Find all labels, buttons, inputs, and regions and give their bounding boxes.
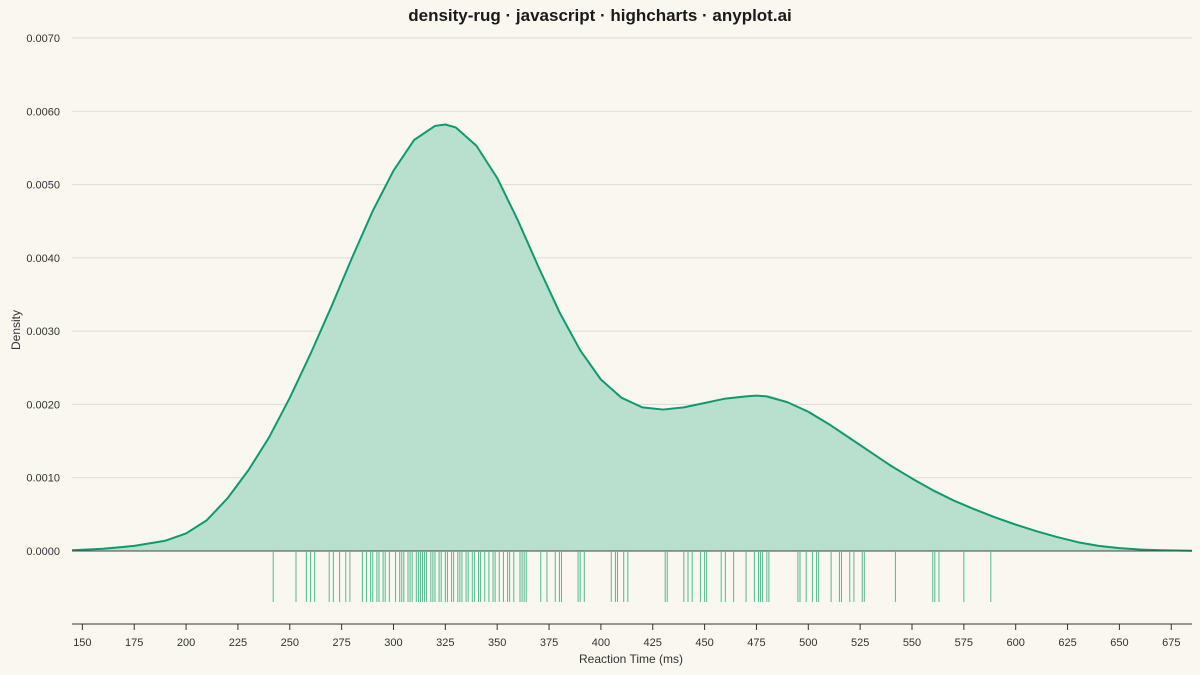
x-tick-label: 525: [851, 637, 869, 649]
x-tick-label: 225: [229, 637, 247, 649]
x-tick-label: 475: [747, 637, 765, 649]
density-curve: [71, 123, 1193, 552]
x-tick-label: 250: [281, 637, 299, 649]
y-axis-title: Density: [9, 310, 23, 350]
density-area-fill: [72, 124, 1192, 551]
y-tick-label: 0.0000: [26, 546, 60, 558]
y-tick-label: 0.0030: [26, 326, 60, 338]
chart-title: density-rug · javascript · highcharts · …: [408, 6, 792, 25]
y-tick-label: 0.0050: [26, 180, 60, 192]
x-tick-label: 500: [799, 637, 817, 649]
x-tick-label: 625: [1058, 637, 1076, 649]
x-axis: 150 175 200 225 250 275 300 325 350 375 400 425 450 4…: [72, 623, 1192, 649]
x-tick-label: 375: [540, 637, 558, 649]
x-tick-label: 175: [125, 637, 143, 649]
x-tick-label: 150: [73, 637, 91, 649]
y-tick-label: 0.0060: [26, 106, 60, 118]
rug-marks: [272, 551, 992, 602]
x-tick-label: 450: [695, 637, 713, 649]
x-tick-label: 425: [644, 637, 662, 649]
x-tick-label: 575: [955, 637, 973, 649]
x-tick-label: 675: [1162, 637, 1180, 649]
y-tick-label: 0.0020: [26, 399, 60, 411]
x-tick-label: 650: [1110, 637, 1128, 649]
x-tick-label: 275: [332, 637, 350, 649]
y-tick-label: 0.0040: [26, 253, 60, 265]
x-tick-label: 400: [592, 637, 610, 649]
x-tick-label: 300: [384, 637, 402, 649]
y-axis: 0.0000 0.0010 0.0020 0.0030 0.0040 0.0050 0.00…: [26, 33, 60, 558]
y-tick-label: 0.0070: [26, 33, 60, 45]
x-tick-label: 600: [1007, 637, 1025, 649]
x-tick-label: 325: [436, 637, 454, 649]
x-tick-label: 550: [903, 637, 921, 649]
x-tick-label: 350: [488, 637, 506, 649]
y-tick-label: 0.0010: [26, 473, 60, 485]
x-axis-title: Reaction Time (ms): [579, 652, 683, 666]
density-series: [71, 123, 1193, 552]
x-tick-label: 200: [177, 637, 195, 649]
